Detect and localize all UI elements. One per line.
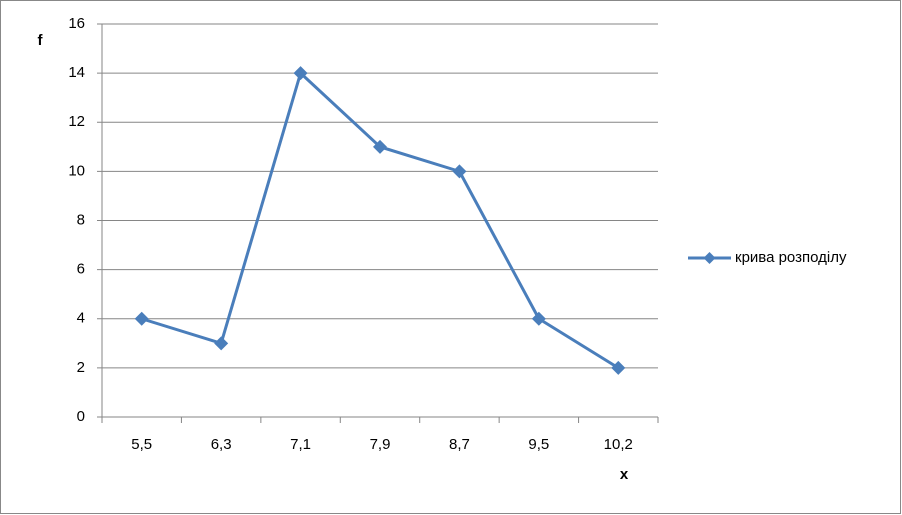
data-point xyxy=(531,311,546,326)
y-tick-label: 4 xyxy=(77,310,85,327)
y-tick-label: 8 xyxy=(77,211,85,228)
data-point xyxy=(373,139,387,154)
x-tick-label: 10,2 xyxy=(604,436,633,453)
data-point xyxy=(452,164,467,179)
x-tick-label: 7,1 xyxy=(290,436,311,453)
y-tick-label: 6 xyxy=(77,261,85,278)
y-tick-label: 12 xyxy=(68,113,85,130)
data-point xyxy=(214,336,229,351)
x-tick-label: 5,5 xyxy=(131,436,152,453)
y-tick-label: 16 xyxy=(68,15,85,32)
legend-marker xyxy=(703,252,716,264)
y-tick-label: 0 xyxy=(77,408,85,425)
x-tick-label: 9,5 xyxy=(528,436,549,453)
y-axis-title: f xyxy=(38,32,44,49)
x-tick-label: 6,3 xyxy=(211,436,232,453)
y-tick-label: 14 xyxy=(68,64,85,81)
x-axis-title: x xyxy=(620,466,629,483)
x-tick-label: 7,9 xyxy=(370,436,391,453)
x-tick-label: 8,7 xyxy=(449,436,470,453)
y-tick-label: 10 xyxy=(68,162,85,179)
legend-label: крива розподілу xyxy=(735,249,847,266)
data-point xyxy=(611,360,626,375)
data-point xyxy=(293,66,308,81)
y-tick-label: 2 xyxy=(77,359,85,376)
data-point xyxy=(134,311,149,326)
